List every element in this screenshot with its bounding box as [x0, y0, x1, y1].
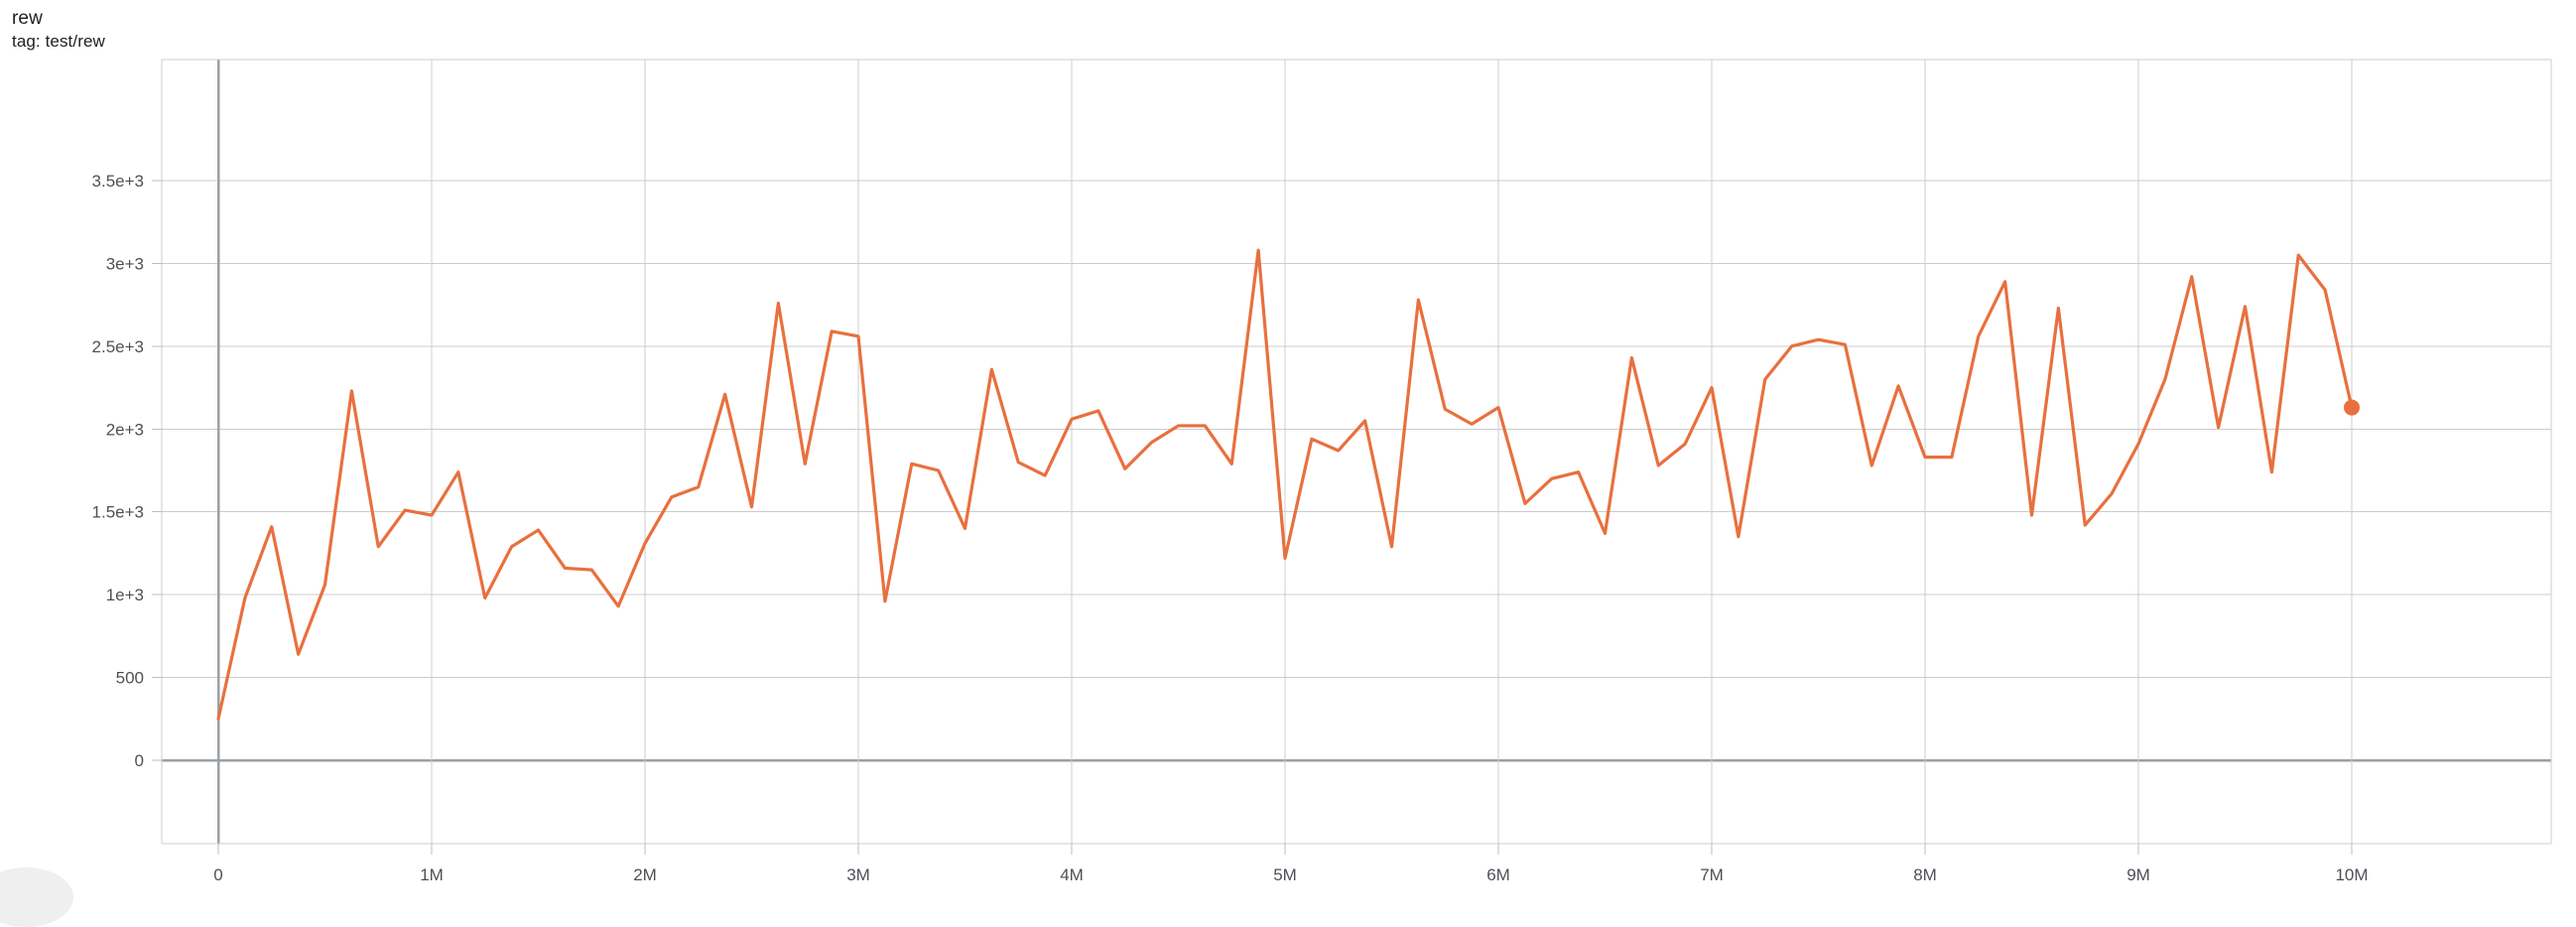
y-axis-tick-label: 2.5e+3: [92, 337, 144, 356]
y-axis-tick-labels: 0 500 1e+3 1.5e+3 2e+3 2.5e+3 3e+3 3.5e+3: [92, 172, 144, 770]
y-axis-tick-label: 0: [135, 751, 144, 770]
axis-lines: [161, 59, 2552, 845]
plot-area[interactable]: 0 500 1e+3 1.5e+3 2e+3 2.5e+3 3e+3 3.5e+3 0 1M 2M…: [0, 0, 2576, 897]
vertical-gridlines: [216, 60, 2353, 844]
x-axis-tick-label: 1M: [420, 865, 444, 884]
chart-header: rew tag: test/rew: [12, 8, 105, 52]
chart-tag-label: tag: test/rew: [12, 32, 105, 52]
x-axis-tick-label: 8M: [1913, 865, 1937, 884]
x-axis-tick-label: 7M: [1700, 865, 1724, 884]
y-axis-tick-label: 3e+3: [106, 254, 144, 273]
x-axis-tick-label: 3M: [846, 865, 870, 884]
tick-marks: [152, 180, 2353, 855]
page-title: rew: [12, 8, 43, 29]
series-line[interactable]: [216, 248, 2354, 721]
y-axis-tick-label: 3.5e+3: [92, 172, 144, 191]
last-point-dot[interactable]: [2344, 399, 2360, 416]
x-axis-tick-label: 4M: [1060, 865, 1084, 884]
y-axis-tick-label: 1e+3: [106, 586, 144, 604]
x-axis-tick-label: 2M: [633, 865, 657, 884]
x-axis-tick-label: 5M: [1273, 865, 1297, 884]
horizontal-gridlines: [162, 180, 2551, 762]
x-axis-tick-label: 10M: [2335, 865, 2368, 884]
y-axis-tick-label: 2e+3: [106, 420, 144, 439]
line-chart-svg[interactable]: 0 500 1e+3 1.5e+3 2e+3 2.5e+3 3e+3 3.5e+3 0 1M 2M…: [0, 0, 2576, 897]
y-axis-tick-label: 1.5e+3: [92, 503, 144, 522]
last-data-point-marker[interactable]: [2344, 399, 2360, 416]
y-axis-tick-label: 500: [116, 669, 144, 688]
x-axis-tick-label: 9M: [2126, 865, 2150, 884]
x-axis-tick-label: 6M: [1486, 865, 1510, 884]
series-test-rew[interactable]: [216, 248, 2354, 721]
x-axis-tick-label: 0: [213, 865, 222, 884]
x-axis-tick-labels: 0 1M 2M 3M 4M 5M 6M 7M 8M 9M 10M: [213, 865, 2368, 884]
